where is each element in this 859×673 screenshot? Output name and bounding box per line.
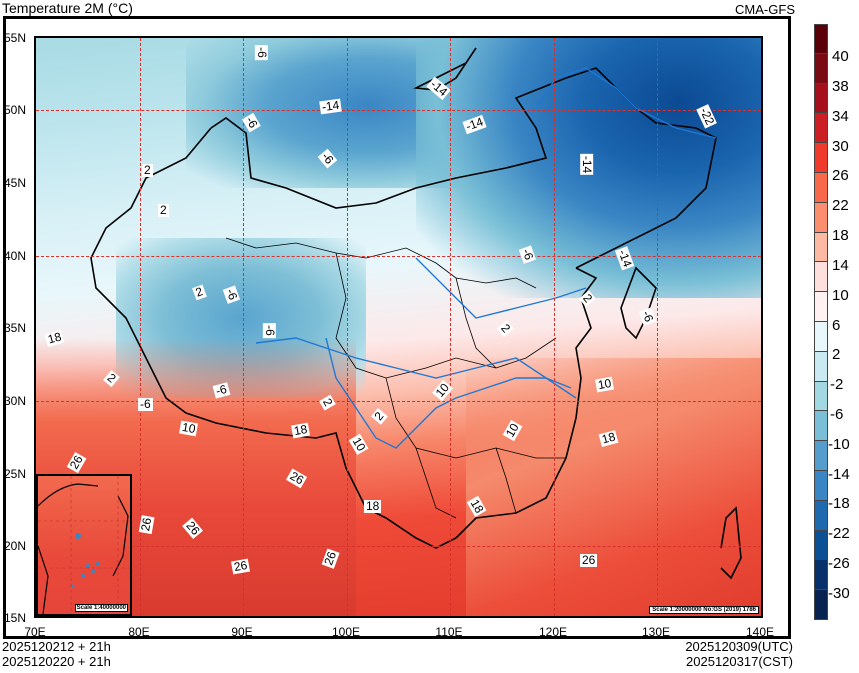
lat-label-20n: 20N [4,539,27,553]
colorbar-tick: -26 [828,555,850,572]
colorbar-tick: -22 [828,525,850,542]
colorbar-tick: 40 [832,48,849,65]
contour-label: 26 [580,553,598,567]
colorbar-tick: -30 [828,585,850,602]
colorbar [814,24,828,620]
contour-label: 18 [364,499,382,513]
colorbar-segment [814,143,828,173]
contour-label: 2 [142,163,153,177]
contour-label: -6 [254,45,269,60]
gridline-90e [243,38,244,616]
lat-label-55n: 55N [4,31,27,45]
colorbar-tick: -18 [828,495,850,512]
lon-label-70e: 70E [24,625,46,639]
colorbar-segment [814,53,828,84]
colorbar-segment [814,351,828,382]
lon-label-140e: 140E [745,625,775,639]
contour-label: 2 [158,203,169,217]
colorbar-segment [814,232,828,263]
lat-label-30n: 30N [4,394,27,408]
init-time-utc: 2025120212 + 21h [2,639,111,654]
colorbar-segment [814,321,828,352]
colorbar-tick: 38 [832,78,849,95]
valid-time-utc: 2025120309(UTC) [685,639,793,654]
colorbar-tick: 34 [832,108,849,125]
colorbar-segment [814,24,828,54]
colorbar-segment [814,381,828,412]
colorbar-tick: -2 [830,376,844,393]
inset-scale-label: Scale 1:40000000 [74,604,128,612]
colorbar-tick: 26 [832,167,849,184]
gridline-40n [36,256,761,257]
lon-label-110e: 110E [435,625,463,639]
lon-label-120e: 120E [538,625,568,639]
colorbar-tick: -10 [828,436,850,453]
lon-label-90e: 90E [231,625,253,639]
colorbar-segment [814,411,828,442]
colorbar-tick: 10 [832,287,849,304]
lon-label-80e: 80E [128,625,150,639]
colorbar-segment [814,172,828,203]
chart-title: Temperature 2M (°C) [2,0,133,16]
colorbar-tick: -14 [828,466,850,483]
colorbar-tick: 30 [832,138,849,155]
colorbar-segment [814,262,828,293]
south-china-sea-inset: Scale 1:40000000 [36,474,132,616]
colorbar-segment [814,500,828,531]
gridline-30n [36,401,761,402]
lat-label-40n: 40N [4,249,27,263]
colorbar-tick: 22 [832,197,849,214]
gridline-80e [140,38,141,616]
colorbar-segment [814,202,828,233]
map-plot: -6 -14 -14 -14 -22 -14 -6 -6 2 2 2 -6 -6… [34,36,763,618]
colorbar-segment [814,83,828,114]
lat-label-50n: 50N [4,103,27,117]
colorbar-segment [814,590,828,620]
colorbar-segment [814,441,828,471]
colorbar-segment [814,560,828,591]
valid-time-cst: 2025120317(CST) [686,654,793,669]
colorbar-segment [814,113,828,144]
lat-label-15n: 15N [4,611,27,625]
model-name: CMA-GFS [735,2,795,17]
lat-label-35n: 35N [4,321,27,335]
lon-label-130e: 130E [641,625,671,639]
outer-frame [3,16,791,639]
gridline-130e [657,38,658,616]
colorbar-segment [814,292,828,322]
gridline-120e [554,38,555,616]
colorbar-tick: 6 [832,317,841,334]
lat-label-25n: 25N [4,467,27,481]
lat-label-45n: 45N [4,176,27,190]
colorbar-segment [814,470,828,501]
gridline-100e [347,38,348,616]
contour-label: -6 [138,397,153,411]
colorbar-segment [814,530,828,561]
init-time-cst: 2025120220 + 21h [2,654,111,669]
contour-label: 10 [179,419,199,437]
colorbar-tick: 18 [832,227,849,244]
contour-label: -6 [262,323,277,338]
lon-label-100e: 100E [331,625,361,639]
colorbar-tick: -6 [830,406,844,423]
gridline-110e [450,38,451,616]
colorbar-tick: 2 [832,346,841,363]
gridline-20n [36,546,761,547]
gridline-50n [36,110,761,111]
contour-label: -14 [580,153,595,176]
colorbar-tick: 14 [832,257,849,274]
map-scale-label: Scale 1:20000000 No:GS (2019) 1786 [649,606,759,614]
